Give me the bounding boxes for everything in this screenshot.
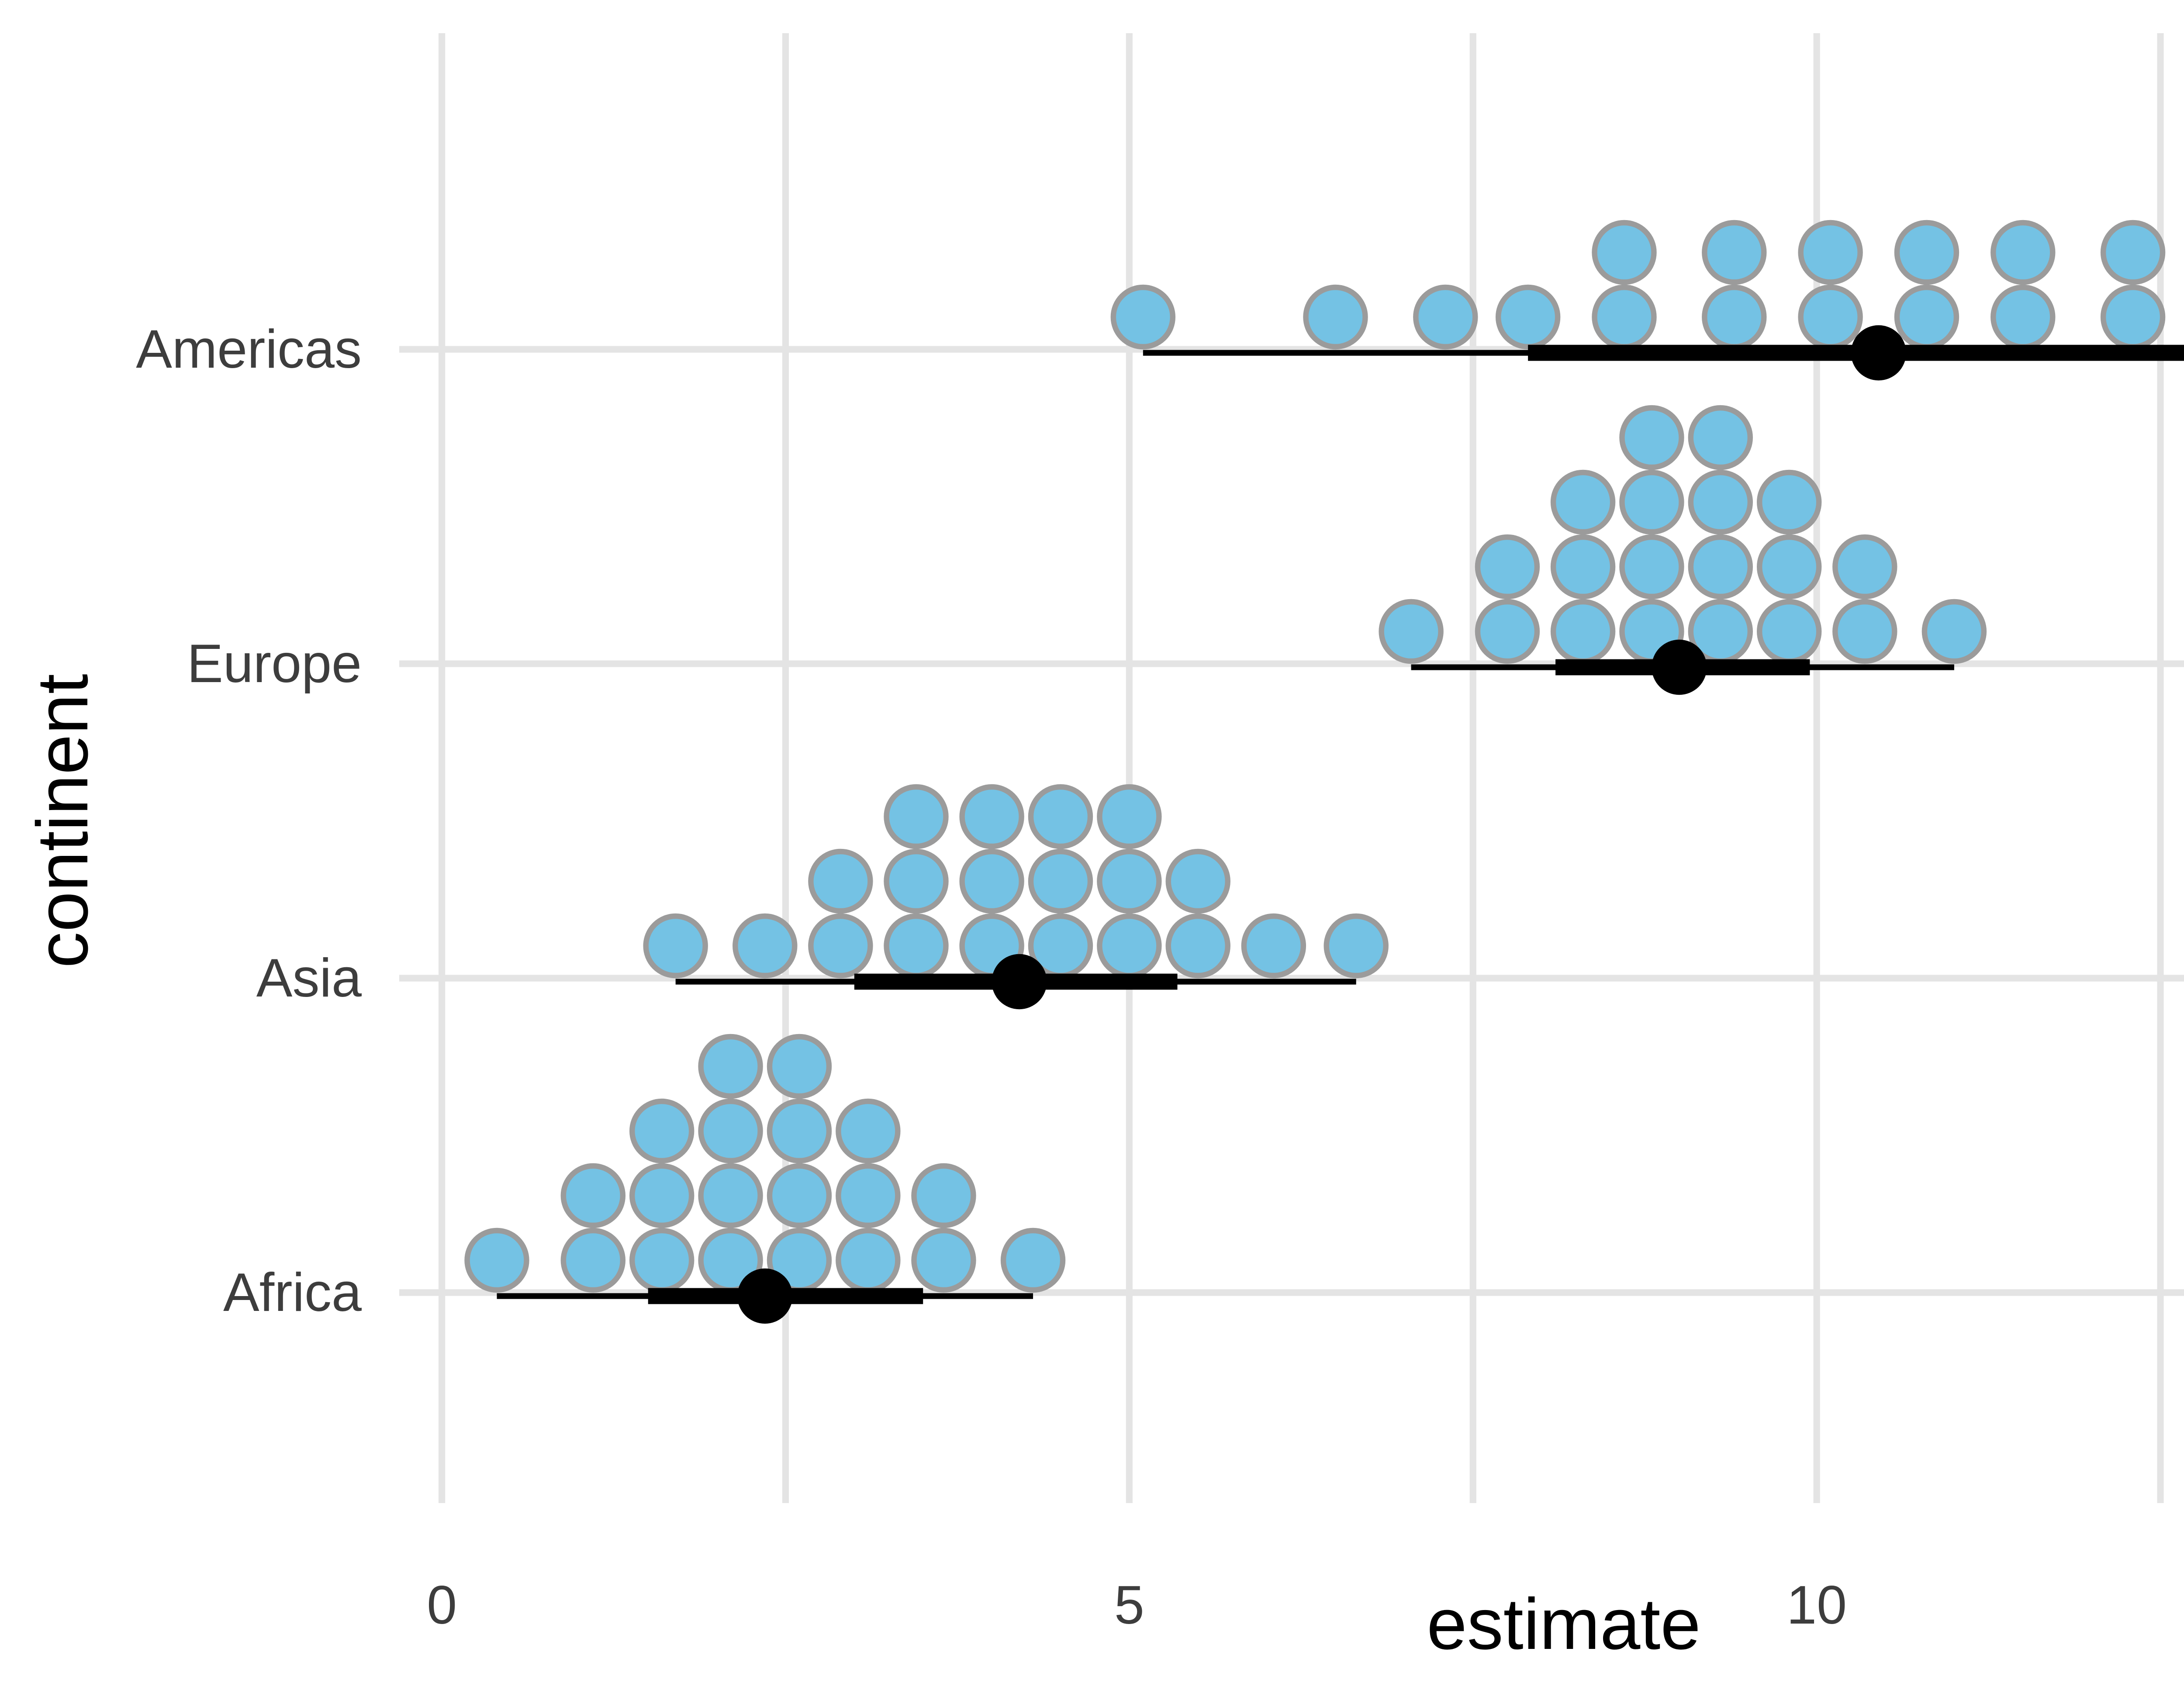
- y-tick-label-asia: Asia: [256, 948, 362, 1008]
- dot: [1097, 848, 1162, 914]
- dot: [959, 784, 1024, 849]
- series-americas: [1110, 220, 2184, 381]
- dot: [1550, 599, 1616, 664]
- dot: [1110, 284, 1176, 350]
- dot: [1798, 284, 1863, 350]
- dot: [1688, 405, 1753, 470]
- dot: [1894, 220, 1959, 285]
- dot: [1619, 534, 1684, 600]
- dot: [1000, 1228, 1066, 1293]
- dot: [1894, 284, 1959, 350]
- dot: [884, 913, 949, 979]
- dot: [1688, 469, 1753, 535]
- dot: [733, 913, 798, 979]
- dot: [629, 1163, 695, 1228]
- dot: [1592, 284, 1657, 350]
- x-axis-labels: 051015: [427, 1575, 1847, 1635]
- dot: [1413, 284, 1478, 350]
- dot: [1619, 405, 1684, 470]
- x-axis-title: estimate: [1427, 1584, 1700, 1665]
- dot: [1832, 534, 1897, 600]
- dot: [911, 1228, 976, 1293]
- dot: [1702, 220, 1767, 285]
- dot: [1097, 784, 1162, 849]
- median-point: [992, 954, 1047, 1010]
- dot: [1990, 220, 2056, 285]
- dot: [1756, 599, 1822, 664]
- y-axis-title: continent: [22, 674, 103, 968]
- dot: [1241, 913, 1306, 979]
- dot: [836, 1228, 901, 1293]
- y-tick-label-africa: Africa: [223, 1262, 362, 1323]
- dot: [1165, 913, 1230, 979]
- dot: [1756, 469, 1822, 535]
- dot: [698, 1163, 763, 1228]
- y-tick-label-americas: Americas: [136, 319, 362, 379]
- dot: [1832, 599, 1897, 664]
- dot: [1028, 784, 1093, 849]
- dot: [1475, 599, 1540, 664]
- dot: [560, 1228, 626, 1293]
- dot: [629, 1228, 695, 1293]
- dot: [767, 1098, 832, 1164]
- dot: [1619, 469, 1684, 535]
- dot: [767, 1163, 832, 1228]
- dot: [1921, 599, 1987, 664]
- dot: [808, 913, 873, 979]
- median-point: [1652, 639, 1707, 695]
- dot: [698, 1034, 763, 1099]
- dot: [629, 1098, 695, 1164]
- dot: [1379, 599, 1444, 664]
- y-tick-label-europe: Europe: [187, 634, 362, 694]
- dot: [767, 1034, 832, 1099]
- dot: [911, 1163, 976, 1228]
- dot: [959, 848, 1024, 914]
- dot: [1303, 284, 1368, 350]
- dot: [1702, 284, 1767, 350]
- dot: [836, 1163, 901, 1228]
- dot: [1324, 913, 1389, 979]
- dot: [698, 1098, 763, 1164]
- dot: [2100, 220, 2166, 285]
- dot: [808, 848, 873, 914]
- series-europe: [1379, 405, 1987, 695]
- y-axis-labels: Americas Europe Asia Africa: [136, 319, 362, 1323]
- dot: [1688, 534, 1753, 600]
- dot: [560, 1163, 626, 1228]
- dot: [464, 1228, 529, 1293]
- dot: [1475, 534, 1540, 600]
- dot: [884, 848, 949, 914]
- dot: [1550, 469, 1616, 535]
- dot: [1592, 220, 1657, 285]
- x-tick-label-5: 5: [1114, 1575, 1144, 1635]
- dot: [1756, 534, 1822, 600]
- median-point: [737, 1268, 793, 1324]
- series-asia: [643, 784, 1389, 1010]
- dot: [1495, 284, 1561, 350]
- dot: [1798, 220, 1863, 285]
- dot: [1097, 913, 1162, 979]
- x-tick-label-0: 0: [427, 1575, 457, 1635]
- median-point: [1851, 325, 1906, 381]
- dot: [1550, 534, 1616, 600]
- dot: [1028, 848, 1093, 914]
- dot: [643, 913, 708, 979]
- dot: [836, 1098, 901, 1164]
- dot: [1165, 848, 1230, 914]
- dot: [884, 784, 949, 849]
- series-africa: [464, 1034, 1066, 1324]
- dot: [1990, 284, 2056, 350]
- x-tick-label-10: 10: [1787, 1575, 1847, 1635]
- dot: [2100, 284, 2166, 350]
